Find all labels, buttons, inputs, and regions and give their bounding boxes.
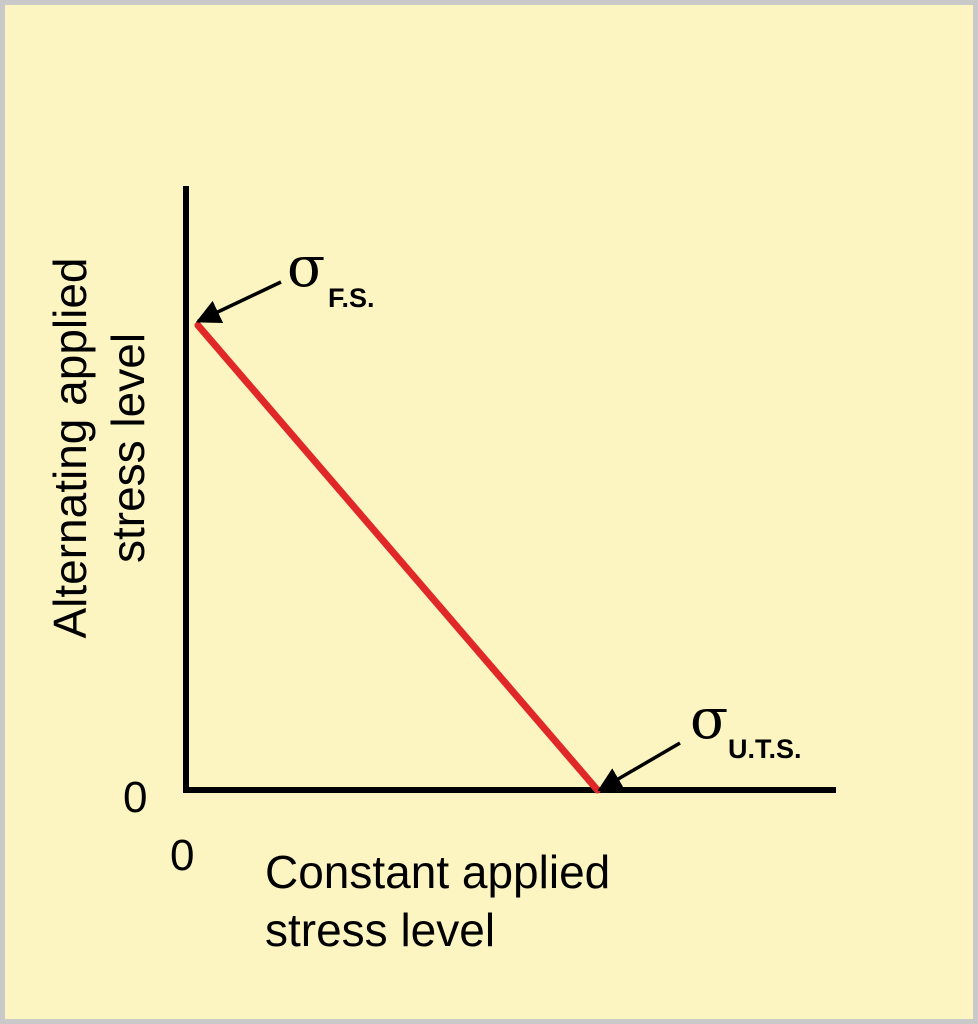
annotation-uts-subscript: U.T.S.	[728, 734, 802, 764]
chart-background	[5, 5, 973, 1019]
x-axis-label-line-1: Constant applied	[265, 846, 610, 898]
y-axis-label-line-2: stress level	[102, 333, 154, 563]
annotation-uts-symbol: σ	[690, 687, 728, 752]
y-tick-label-0: 0	[123, 773, 147, 822]
y-axis-label: Alternating applied stress level	[44, 257, 154, 638]
y-axis-label-line-1: Alternating applied	[44, 257, 96, 638]
arrow-uts-annotation	[597, 741, 681, 792]
x-axis-label-line-2: stress level	[265, 904, 495, 956]
annotation-uts: σ U.T.S.	[690, 687, 802, 764]
series-line	[194, 321, 601, 794]
annotation-fs: σ F.S.	[287, 235, 375, 313]
x-axis-label: Constant applied stress level	[265, 846, 610, 956]
annotation-fs-subscript: F.S.	[328, 283, 375, 313]
annotation-fs-symbol: σ	[287, 235, 325, 300]
arrow-fs-annotation	[195, 280, 282, 323]
x-tick-label-0: 0	[170, 831, 194, 880]
